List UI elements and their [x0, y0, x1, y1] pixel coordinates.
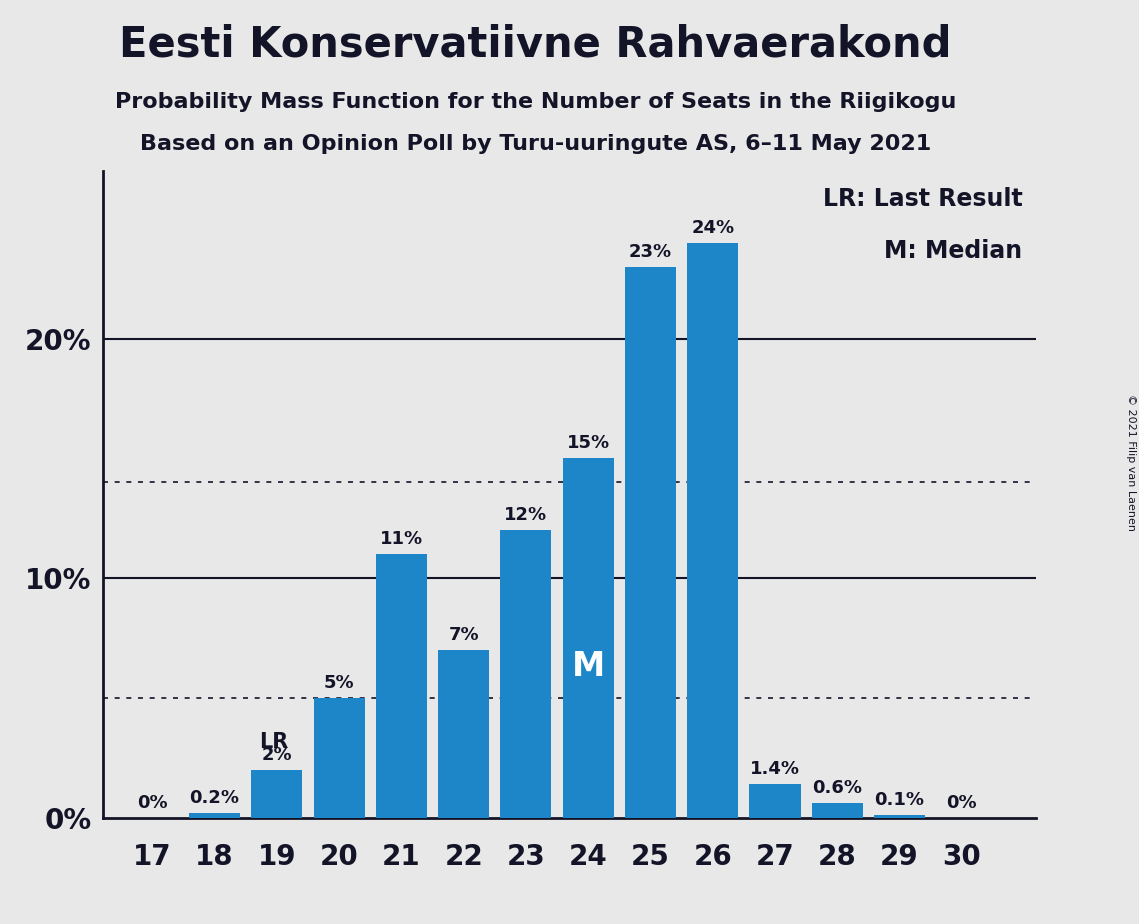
Text: 24%: 24%: [691, 219, 735, 237]
Text: LR: LR: [259, 732, 288, 752]
Text: Eesti Konservatiivne Rahvaerakond: Eesti Konservatiivne Rahvaerakond: [120, 23, 951, 65]
Text: 12%: 12%: [505, 506, 548, 524]
Text: 23%: 23%: [629, 243, 672, 261]
Bar: [563, 458, 614, 818]
Bar: [687, 243, 738, 818]
Text: LR: Last Result: LR: Last Result: [822, 187, 1023, 211]
Text: Based on an Opinion Poll by Turu-uuringute AS, 6–11 May 2021: Based on an Opinion Poll by Turu-uuringu…: [140, 134, 931, 154]
Text: 0.2%: 0.2%: [189, 789, 239, 807]
Text: M: Median: M: Median: [884, 239, 1023, 262]
Text: 15%: 15%: [566, 434, 609, 453]
Bar: [189, 813, 240, 818]
Text: 0.1%: 0.1%: [875, 791, 925, 809]
Text: © 2021 Filip van Laenen: © 2021 Filip van Laenen: [1126, 394, 1136, 530]
Bar: [874, 815, 925, 818]
Text: 5%: 5%: [323, 674, 354, 692]
Bar: [439, 650, 489, 818]
Bar: [500, 530, 551, 818]
Text: 7%: 7%: [449, 626, 480, 644]
Bar: [376, 554, 427, 818]
Text: 0.6%: 0.6%: [812, 779, 862, 797]
Text: 0%: 0%: [947, 794, 977, 812]
Text: 1.4%: 1.4%: [749, 760, 800, 778]
Text: Probability Mass Function for the Number of Seats in the Riigikogu: Probability Mass Function for the Number…: [115, 92, 956, 113]
Bar: [749, 784, 801, 818]
Text: 11%: 11%: [379, 530, 423, 548]
Bar: [812, 803, 862, 818]
Text: 2%: 2%: [262, 746, 293, 764]
Text: M: M: [572, 650, 605, 684]
Bar: [625, 267, 675, 818]
Text: 0%: 0%: [137, 794, 167, 812]
Bar: [313, 698, 364, 818]
Bar: [252, 770, 302, 818]
